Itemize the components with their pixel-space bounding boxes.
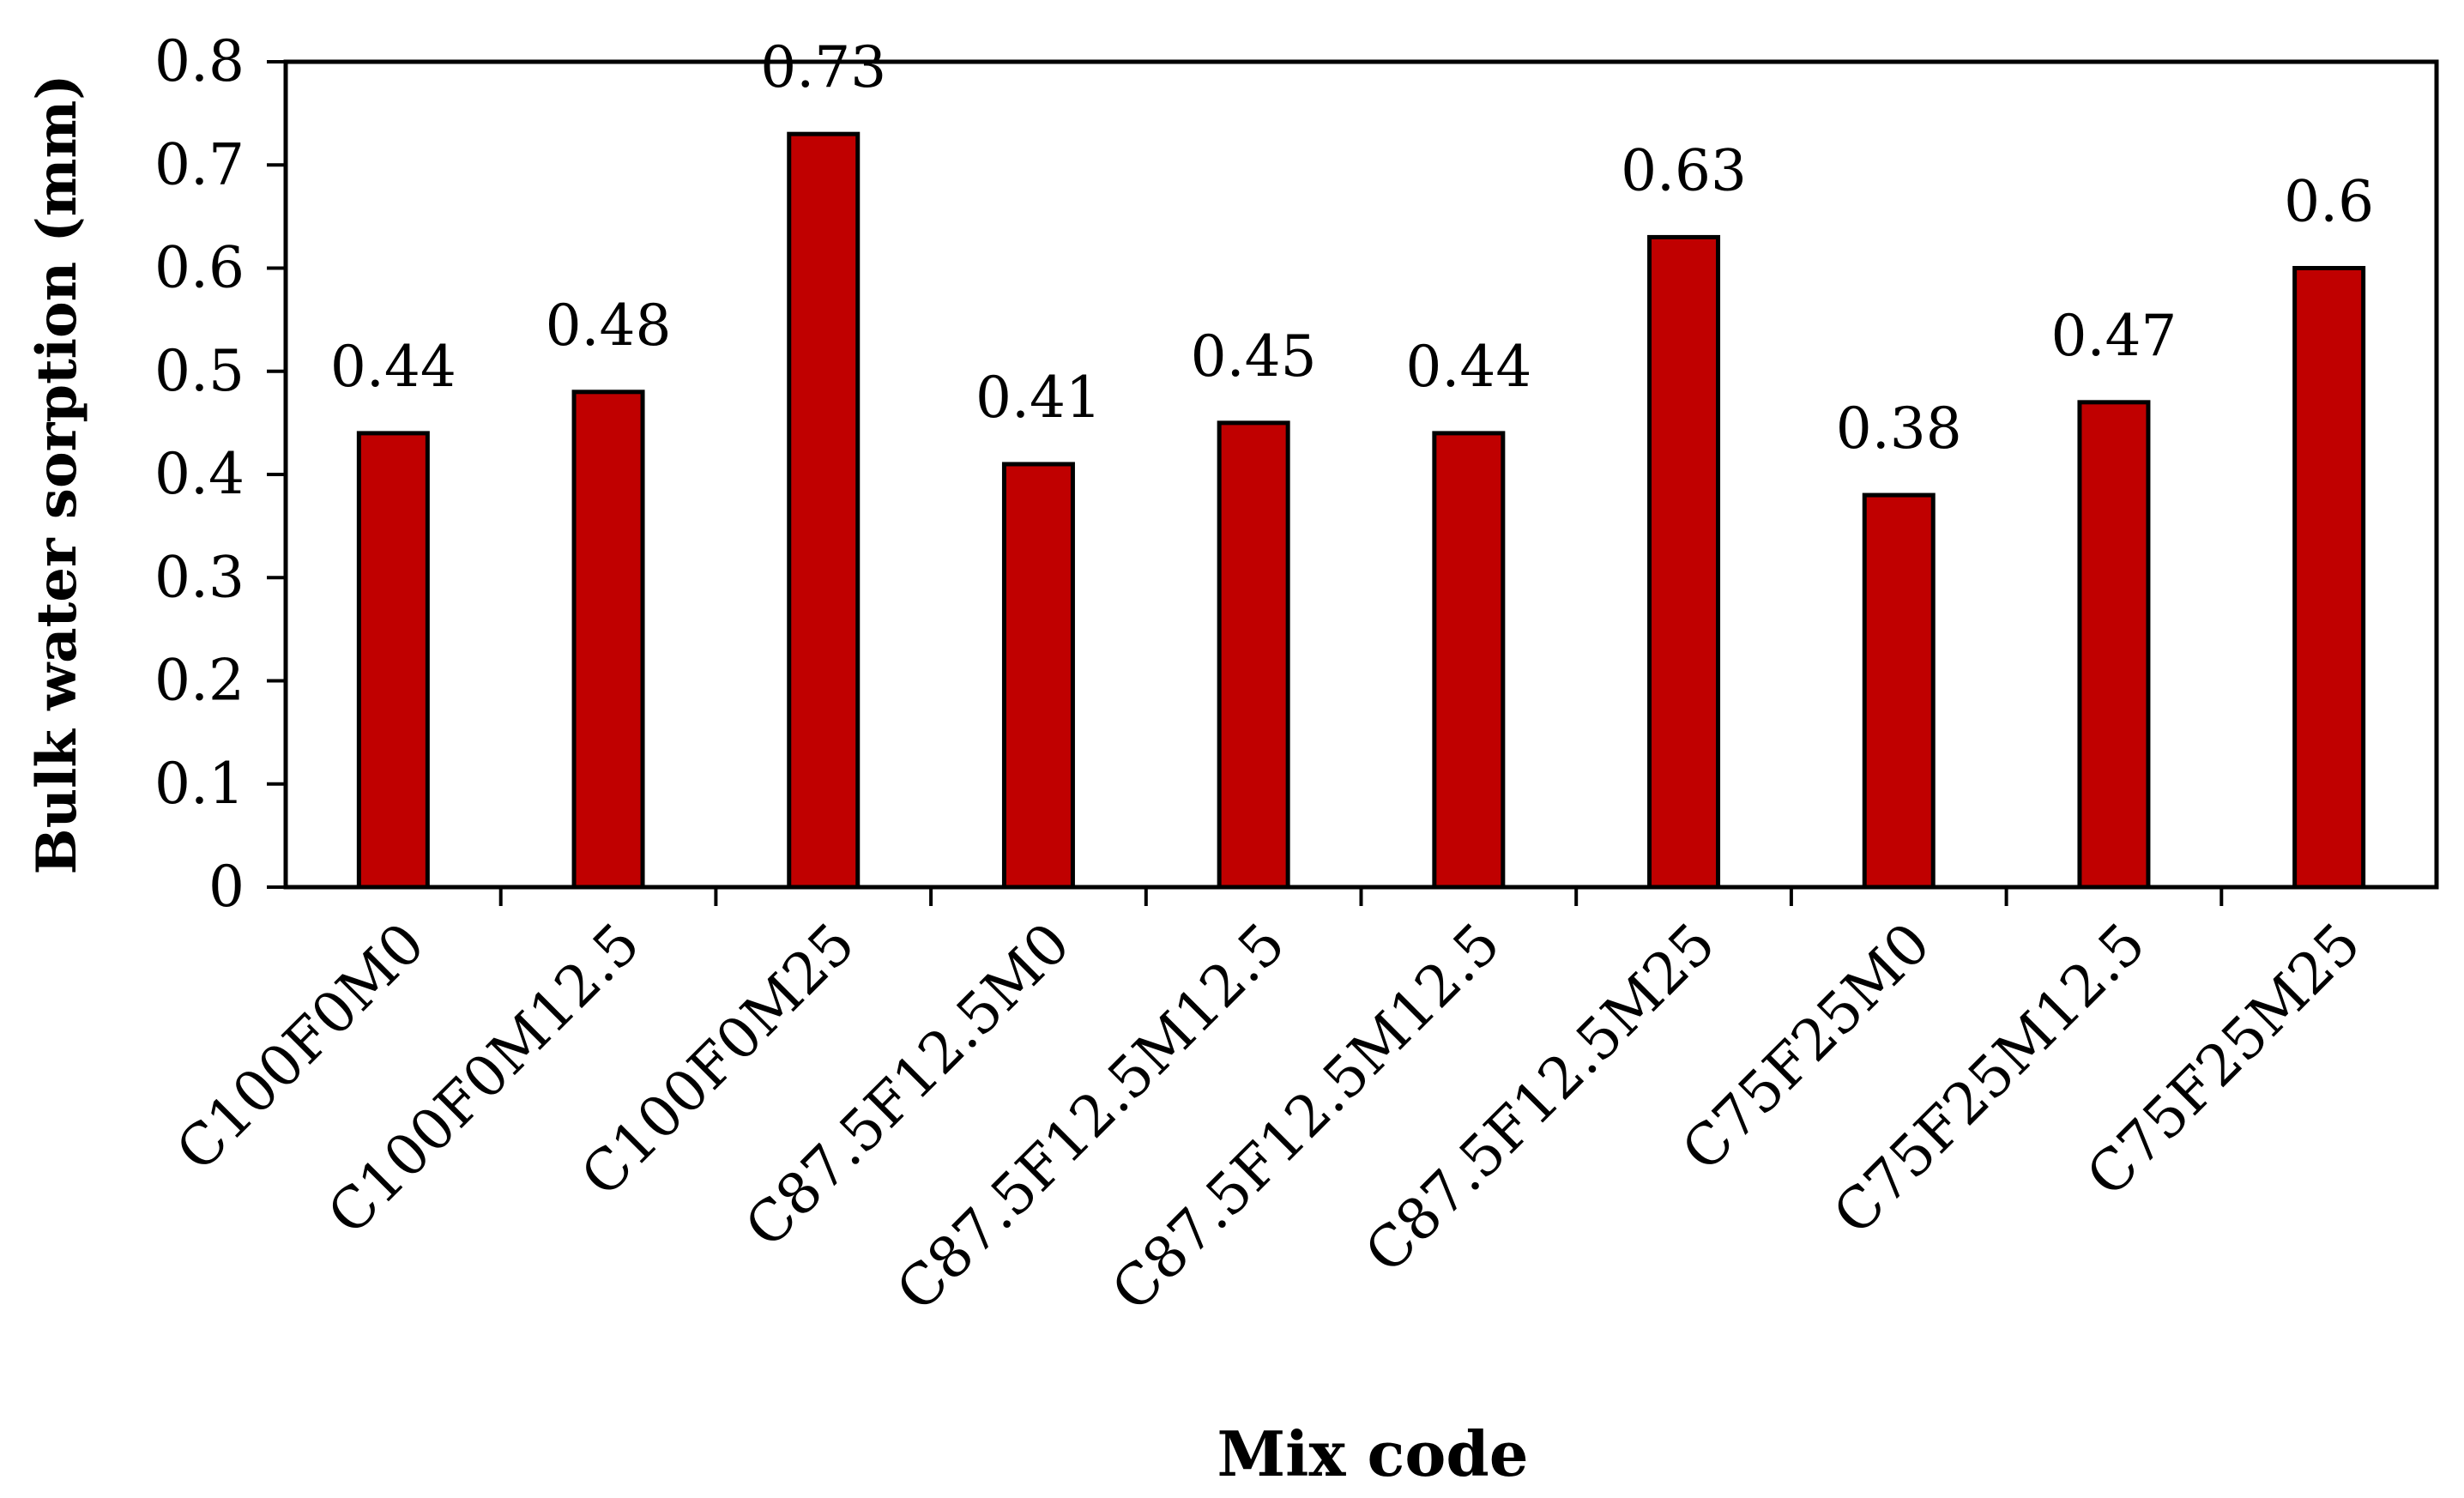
- data-label: 0.63: [1621, 137, 1747, 203]
- bar: [2077, 400, 2151, 890]
- x-tick-label: C87.5F12.5M12.5: [884, 910, 1297, 1324]
- bar: [1862, 492, 1936, 890]
- bar: [1647, 234, 1721, 890]
- data-labels: 0.44 0.48 0.73 0.41 0.45 0.44 0.63 0.38 0.47 0.6: [330, 34, 2374, 462]
- bar: [787, 131, 861, 890]
- y-axis-ticks: [267, 60, 286, 889]
- bar: [2292, 266, 2366, 890]
- y-tick-label: 0.6: [154, 235, 245, 301]
- y-tick-label: 0.2: [154, 648, 245, 714]
- data-label: 0.73: [760, 34, 886, 100]
- y-axis-tick-labels: 0 0.1 0.2 0.3 0.4 0.5 0.6 0.7 0.8: [154, 28, 245, 920]
- y-tick-label: 0: [208, 854, 245, 920]
- x-axis-ticks: [498, 887, 2224, 906]
- data-label: 0.41: [975, 365, 1102, 431]
- data-label: 0.44: [330, 334, 456, 400]
- data-label: 0.38: [1836, 396, 1962, 462]
- y-tick-label: 0.5: [154, 338, 245, 404]
- y-tick-label: 0.4: [154, 441, 245, 507]
- bar: [1001, 462, 1075, 890]
- bar: [1432, 431, 1506, 890]
- y-tick-label: 0.1: [154, 751, 245, 817]
- x-tick-label: C87.5F12.5M12.5: [1099, 910, 1513, 1324]
- bar-series: [356, 131, 2366, 890]
- data-label: 0.45: [1191, 323, 1317, 390]
- y-tick-label: 0.7: [154, 131, 245, 197]
- data-label: 0.48: [546, 293, 672, 359]
- x-axis-tick-labels: C100F0M0C100F0M12.5C100F0M25C87.5F12.5M0…: [164, 910, 2373, 1324]
- data-label: 0.44: [1405, 334, 1531, 400]
- y-axis-title: Bulk water sorption (mm): [25, 75, 89, 875]
- x-axis-title: Mix code: [1217, 1417, 1528, 1490]
- bar: [571, 390, 645, 890]
- bar: [1217, 420, 1290, 890]
- bar: [356, 431, 430, 890]
- data-label: 0.47: [2050, 303, 2177, 369]
- y-tick-label: 0.8: [154, 28, 245, 94]
- plot-area: 0.44 0.48 0.73 0.41 0.45 0.44 0.63 0.38 0.47 0.6: [267, 34, 2439, 906]
- y-tick-label: 0.3: [154, 544, 245, 610]
- data-label: 0.6: [2284, 169, 2374, 235]
